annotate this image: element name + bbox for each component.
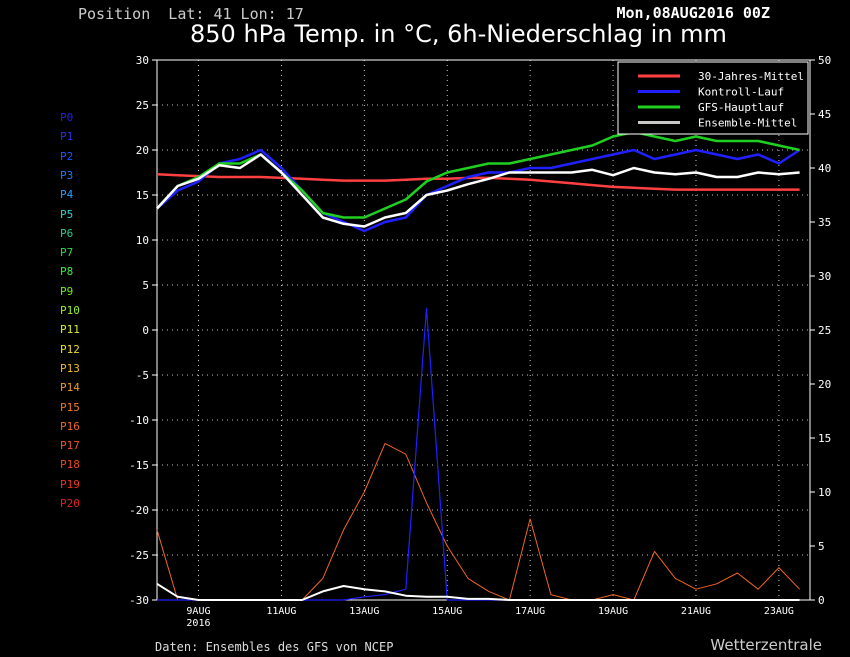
y-right-tick-label: 10 xyxy=(818,486,831,499)
data-source-note: Daten: Ensembles des GFS von NCEP xyxy=(155,640,394,654)
y-left-tick-label: 0 xyxy=(142,324,149,337)
y-left-tick-label: 20 xyxy=(136,144,149,157)
y-left-tick-label: 5 xyxy=(142,279,149,292)
member-label-p1: P1 xyxy=(60,130,74,144)
control-run-line xyxy=(156,148,801,233)
member-label-p7: P7 xyxy=(60,246,74,260)
member-label-p14: P14 xyxy=(60,381,80,395)
climatology-line xyxy=(156,173,800,191)
member-label-p20: P20 xyxy=(60,497,80,510)
x-tick-label: 13AUG xyxy=(349,606,379,617)
y-left-tick-label: -30 xyxy=(129,594,149,607)
y-right-tick-label: 15 xyxy=(818,432,831,445)
legend-label: Kontroll-Lauf xyxy=(698,86,784,99)
x-year-label: 2016 xyxy=(186,618,210,629)
x-tick-label: 15AUG xyxy=(432,606,462,617)
ensemble-mean-line xyxy=(156,153,800,228)
y-right-tick-label: 30 xyxy=(818,270,831,283)
y-right-tick-label: 35 xyxy=(818,216,831,229)
member-label-p13: P13 xyxy=(60,361,80,375)
member-label-p10: P10 xyxy=(60,304,80,317)
y-left-tick-label: -10 xyxy=(129,414,149,427)
y-left-tick-label: -25 xyxy=(129,549,149,562)
x-tick-label: 23AUG xyxy=(764,606,794,617)
member-label-p5: P5 xyxy=(60,207,74,221)
x-tick-label: 9AUG xyxy=(186,606,210,617)
member-label-p4: P4 xyxy=(60,188,74,202)
y-right-tick-label: 20 xyxy=(818,378,831,391)
brand-label: Wetterzentrale xyxy=(710,636,822,654)
member-label-p19: P19 xyxy=(60,477,80,491)
y-left-tick-label: 30 xyxy=(136,54,149,67)
y-left-tick-label: -20 xyxy=(129,504,149,517)
y-right-tick-label: 50 xyxy=(818,54,831,67)
member-label-p9: P9 xyxy=(60,284,74,298)
y-left-tick-label: -5 xyxy=(136,369,149,382)
member-label-p12: P12 xyxy=(60,342,80,356)
y-left-tick-label: -15 xyxy=(129,459,149,472)
x-tick-label: 19AUG xyxy=(598,606,628,617)
chart-title: 850 hPa Temp. in °C, 6h-Niederschlag in … xyxy=(190,20,727,48)
member-label-p2: P2 xyxy=(60,149,74,163)
y-right-tick-label: 45 xyxy=(818,108,831,121)
y-right-tick-label: 25 xyxy=(818,324,831,337)
x-tick-label: 17AUG xyxy=(515,606,545,617)
legend-label: 30-Jahres-Mittel xyxy=(698,70,804,83)
precip-mean-line xyxy=(156,582,800,601)
member-label-p0: P0 xyxy=(60,111,74,124)
member-label-p18: P18 xyxy=(60,458,80,472)
member-label-p11: P11 xyxy=(60,323,80,337)
y-right-tick-label: 0 xyxy=(818,594,825,607)
member-label-p15: P15 xyxy=(60,400,80,414)
legend-label: GFS-Hauptlauf xyxy=(698,101,784,114)
legend-label: Ensemble-Mittel xyxy=(698,117,797,130)
x-tick-label: 11AUG xyxy=(266,606,296,617)
member-label-p8: P8 xyxy=(60,265,74,279)
y-left-tick-label: 25 xyxy=(136,99,149,112)
y-left-tick-label: 15 xyxy=(136,189,149,202)
member-label-p17: P17 xyxy=(60,439,80,453)
member-label-p3: P3 xyxy=(60,168,74,182)
member-label-p6: P6 xyxy=(60,226,74,240)
y-left-tick-label: 10 xyxy=(136,234,149,247)
x-tick-label: 21AUG xyxy=(681,606,711,617)
model-run-time: Mon,08AUG2016 00Z xyxy=(616,4,770,22)
position-header: Position Lat: 41 Lon: 17 xyxy=(78,5,304,23)
y-right-tick-label: 5 xyxy=(818,540,825,553)
y-right-tick-label: 40 xyxy=(818,162,831,175)
member-label-p16: P16 xyxy=(60,419,80,433)
